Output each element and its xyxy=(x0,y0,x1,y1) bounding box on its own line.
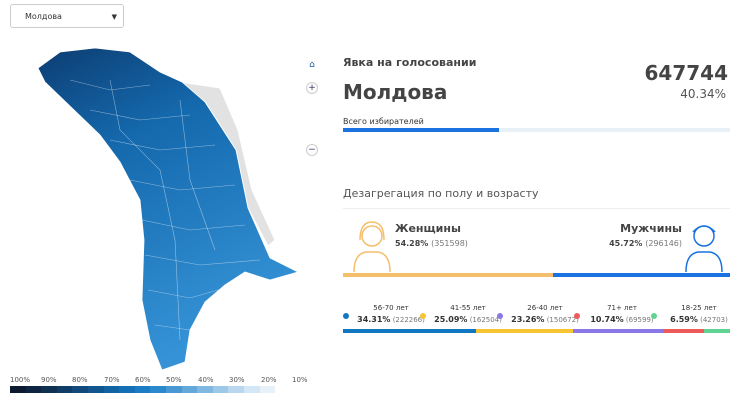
age-percent: 34.31% xyxy=(357,315,391,324)
divider xyxy=(343,208,730,209)
age-group: 71+ лет 10.74% (69599) xyxy=(582,304,662,324)
age-bar-segment xyxy=(704,329,730,333)
turnout-bar xyxy=(343,128,730,132)
scale-swatch xyxy=(165,386,182,393)
scale-swatch xyxy=(72,386,88,393)
age-label: 56-70 лет xyxy=(373,304,409,312)
scale-swatch xyxy=(259,386,276,393)
woman-icon xyxy=(353,221,391,272)
men-percent: 45.72% xyxy=(609,239,643,248)
scale-swatch xyxy=(228,386,244,393)
region-name: Молдова xyxy=(343,80,448,104)
men-label: Мужчины xyxy=(620,222,682,235)
age-dot xyxy=(497,313,503,319)
age-count: (162504) xyxy=(469,316,502,324)
gender-bar xyxy=(343,273,730,277)
age-label: 71+ лет xyxy=(607,304,637,312)
color-scale xyxy=(10,386,276,393)
scale-swatch xyxy=(243,386,260,393)
home-icon[interactable]: ⌂ xyxy=(309,60,315,70)
legend-label: 60% xyxy=(135,376,151,384)
scale-swatch xyxy=(212,386,229,393)
age-group: 41-55 лет 25.09% (162504) xyxy=(428,304,508,324)
scale-swatch xyxy=(56,386,73,393)
age-bar-segment xyxy=(662,329,705,333)
voters-label: Всего избирателей xyxy=(343,117,424,126)
scale-swatch xyxy=(181,386,198,393)
legend-label: 40% xyxy=(198,376,214,384)
moldova-regions[interactable] xyxy=(37,47,300,371)
scale-swatch xyxy=(119,386,135,393)
zoom-out-icon[interactable]: − xyxy=(306,144,318,156)
age-label: 26-40 лет xyxy=(527,304,563,312)
age-bar xyxy=(343,329,730,333)
age-count: (222266) xyxy=(392,316,425,324)
men-count: (296146) xyxy=(645,239,682,248)
women-count: (351598) xyxy=(431,239,468,248)
women-percent: 54.28% xyxy=(395,239,429,248)
region-select-value: Молдова xyxy=(25,12,62,21)
age-label: 41-55 лет xyxy=(450,304,486,312)
legend-label: 50% xyxy=(166,376,182,384)
turnout-heading: Явка на голосовании xyxy=(343,56,477,69)
women-label: Женщины xyxy=(395,222,461,235)
age-percent: 25.09% xyxy=(434,315,468,324)
age-dot xyxy=(574,313,580,319)
scale-swatch xyxy=(103,386,120,393)
age-count: (69599) xyxy=(625,316,654,324)
age-percent: 23.26% xyxy=(511,315,545,324)
age-bar-segment xyxy=(572,329,663,333)
age-bar-segment xyxy=(343,329,476,333)
turnout-count: 647744 xyxy=(644,61,729,85)
gender-heading: Дезагрегация по полу и возрасту xyxy=(343,187,539,200)
age-group: 18-25 лет 6.59% (42703) xyxy=(659,304,739,324)
age-dot xyxy=(343,313,349,319)
scale-swatch xyxy=(87,386,104,393)
age-group: 56-70 лет 34.31% (222266) xyxy=(351,304,431,324)
scale-swatch xyxy=(41,386,57,393)
legend-label: 70% xyxy=(104,376,120,384)
legend-label: 80% xyxy=(72,376,88,384)
man-icon xyxy=(685,225,723,272)
age-bar-segment xyxy=(475,329,573,333)
legend-label: 20% xyxy=(261,376,277,384)
legend-label: 100% xyxy=(10,376,31,384)
turnout-percent: 40.34% xyxy=(680,87,726,101)
moldova-map[interactable] xyxy=(0,40,320,380)
age-percent: 6.59% xyxy=(670,315,698,324)
gender-bar-segment xyxy=(343,273,554,277)
scale-swatch xyxy=(25,386,42,393)
age-dot xyxy=(420,313,426,319)
region-select[interactable]: Молдова ▼ xyxy=(10,4,124,28)
legend-label: 10% xyxy=(292,376,308,384)
age-group: 26-40 лет 23.26% (150672) xyxy=(505,304,585,324)
scale-swatch xyxy=(10,386,26,393)
legend-label: 90% xyxy=(41,376,57,384)
scale-swatch xyxy=(134,386,151,393)
scale-swatch xyxy=(150,386,166,393)
scale-swatch xyxy=(197,386,213,393)
age-label: 18-25 лет xyxy=(681,304,717,312)
gender-bar-segment xyxy=(553,273,730,277)
age-dot xyxy=(651,313,657,319)
zoom-in-icon[interactable]: + xyxy=(306,82,318,94)
age-count: (42703) xyxy=(700,316,728,324)
age-percent: 10.74% xyxy=(590,315,624,324)
caret-down-icon: ▼ xyxy=(111,13,117,21)
age-count: (150672) xyxy=(546,316,579,324)
legend-label: 30% xyxy=(229,376,245,384)
